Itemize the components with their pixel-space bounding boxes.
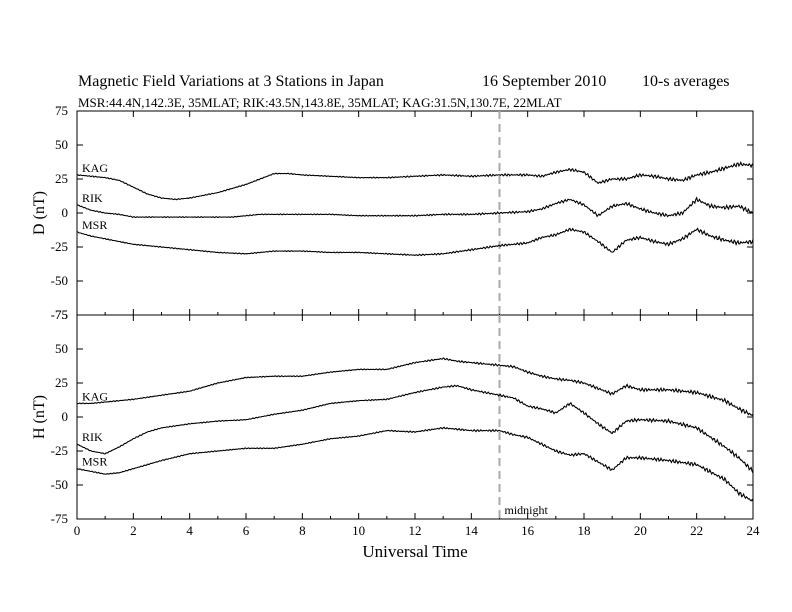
- bottom-series-label-msr: MSR: [82, 455, 107, 469]
- top-y-tick-label: -25: [51, 239, 68, 254]
- bottom-series-msr: [76, 426, 754, 502]
- bottom-y-axis-title: H (nT): [31, 395, 48, 439]
- top-y-axis-title: D (nT): [31, 191, 48, 235]
- top-series-msr: [76, 227, 754, 257]
- bottom-y-tick-label: -50: [51, 477, 68, 492]
- bottom-y-tick-label: 50: [55, 341, 68, 356]
- top-series-label-kag: KAG: [82, 161, 108, 175]
- top-y-tick-label: -50: [51, 273, 68, 288]
- top-series-label-msr: MSR: [82, 218, 107, 232]
- chart-title: Magnetic Field Variations at 3 Stations …: [78, 73, 384, 90]
- x-tick-label: 16: [521, 523, 535, 538]
- top-y-tick-label: 25: [55, 171, 68, 186]
- bottom-series-rik: [76, 384, 754, 474]
- chart-averaging: 10-s averages: [642, 73, 730, 90]
- top-series-rik: [76, 196, 754, 219]
- bottom-y-tick-label: -25: [51, 443, 68, 458]
- x-tick-label: 12: [409, 523, 422, 538]
- x-tick-label: 2: [130, 523, 137, 538]
- x-tick-label: 4: [186, 523, 193, 538]
- bottom-y-tick-label: 25: [55, 375, 68, 390]
- bottom-series-label-rik: RIK: [82, 430, 103, 444]
- top-y-tick-label: 0: [62, 205, 69, 220]
- x-tick-label: 14: [465, 523, 479, 538]
- top-y-tick-label: -75: [51, 307, 68, 322]
- top-y-tick-label: 50: [55, 137, 68, 152]
- top-series-label-rik: RIK: [82, 191, 103, 205]
- midnight-label: midnight: [505, 503, 549, 517]
- bottom-y-tick-label: -75: [51, 511, 68, 526]
- bottom-y-tick-label: 75: [55, 307, 68, 322]
- top-plot-frame: [76, 110, 754, 316]
- x-tick-label: 6: [243, 523, 250, 538]
- x-tick-label: 10: [352, 523, 365, 538]
- x-tick-label: 8: [299, 523, 306, 538]
- chart-date: 16 September 2010: [482, 73, 607, 90]
- chart-station-list: MSR:44.4N,142.3E, 35MLAT; RIK:43.5N,143.…: [78, 95, 562, 110]
- x-tick-label: 18: [578, 523, 591, 538]
- x-tick-label: 0: [74, 523, 81, 538]
- x-tick-label: 20: [634, 523, 647, 538]
- bottom-series-kag: [76, 357, 754, 417]
- top-series-kag: [76, 160, 754, 201]
- x-tick-label: 22: [690, 523, 703, 538]
- bottom-plot-frame: [76, 314, 754, 520]
- x-axis-title: Universal Time: [362, 542, 467, 561]
- top-y-tick-label: 75: [55, 103, 68, 118]
- bottom-series-label-kag: KAG: [82, 389, 108, 403]
- bottom-y-tick-label: 0: [62, 409, 69, 424]
- x-tick-label: 24: [747, 523, 761, 538]
